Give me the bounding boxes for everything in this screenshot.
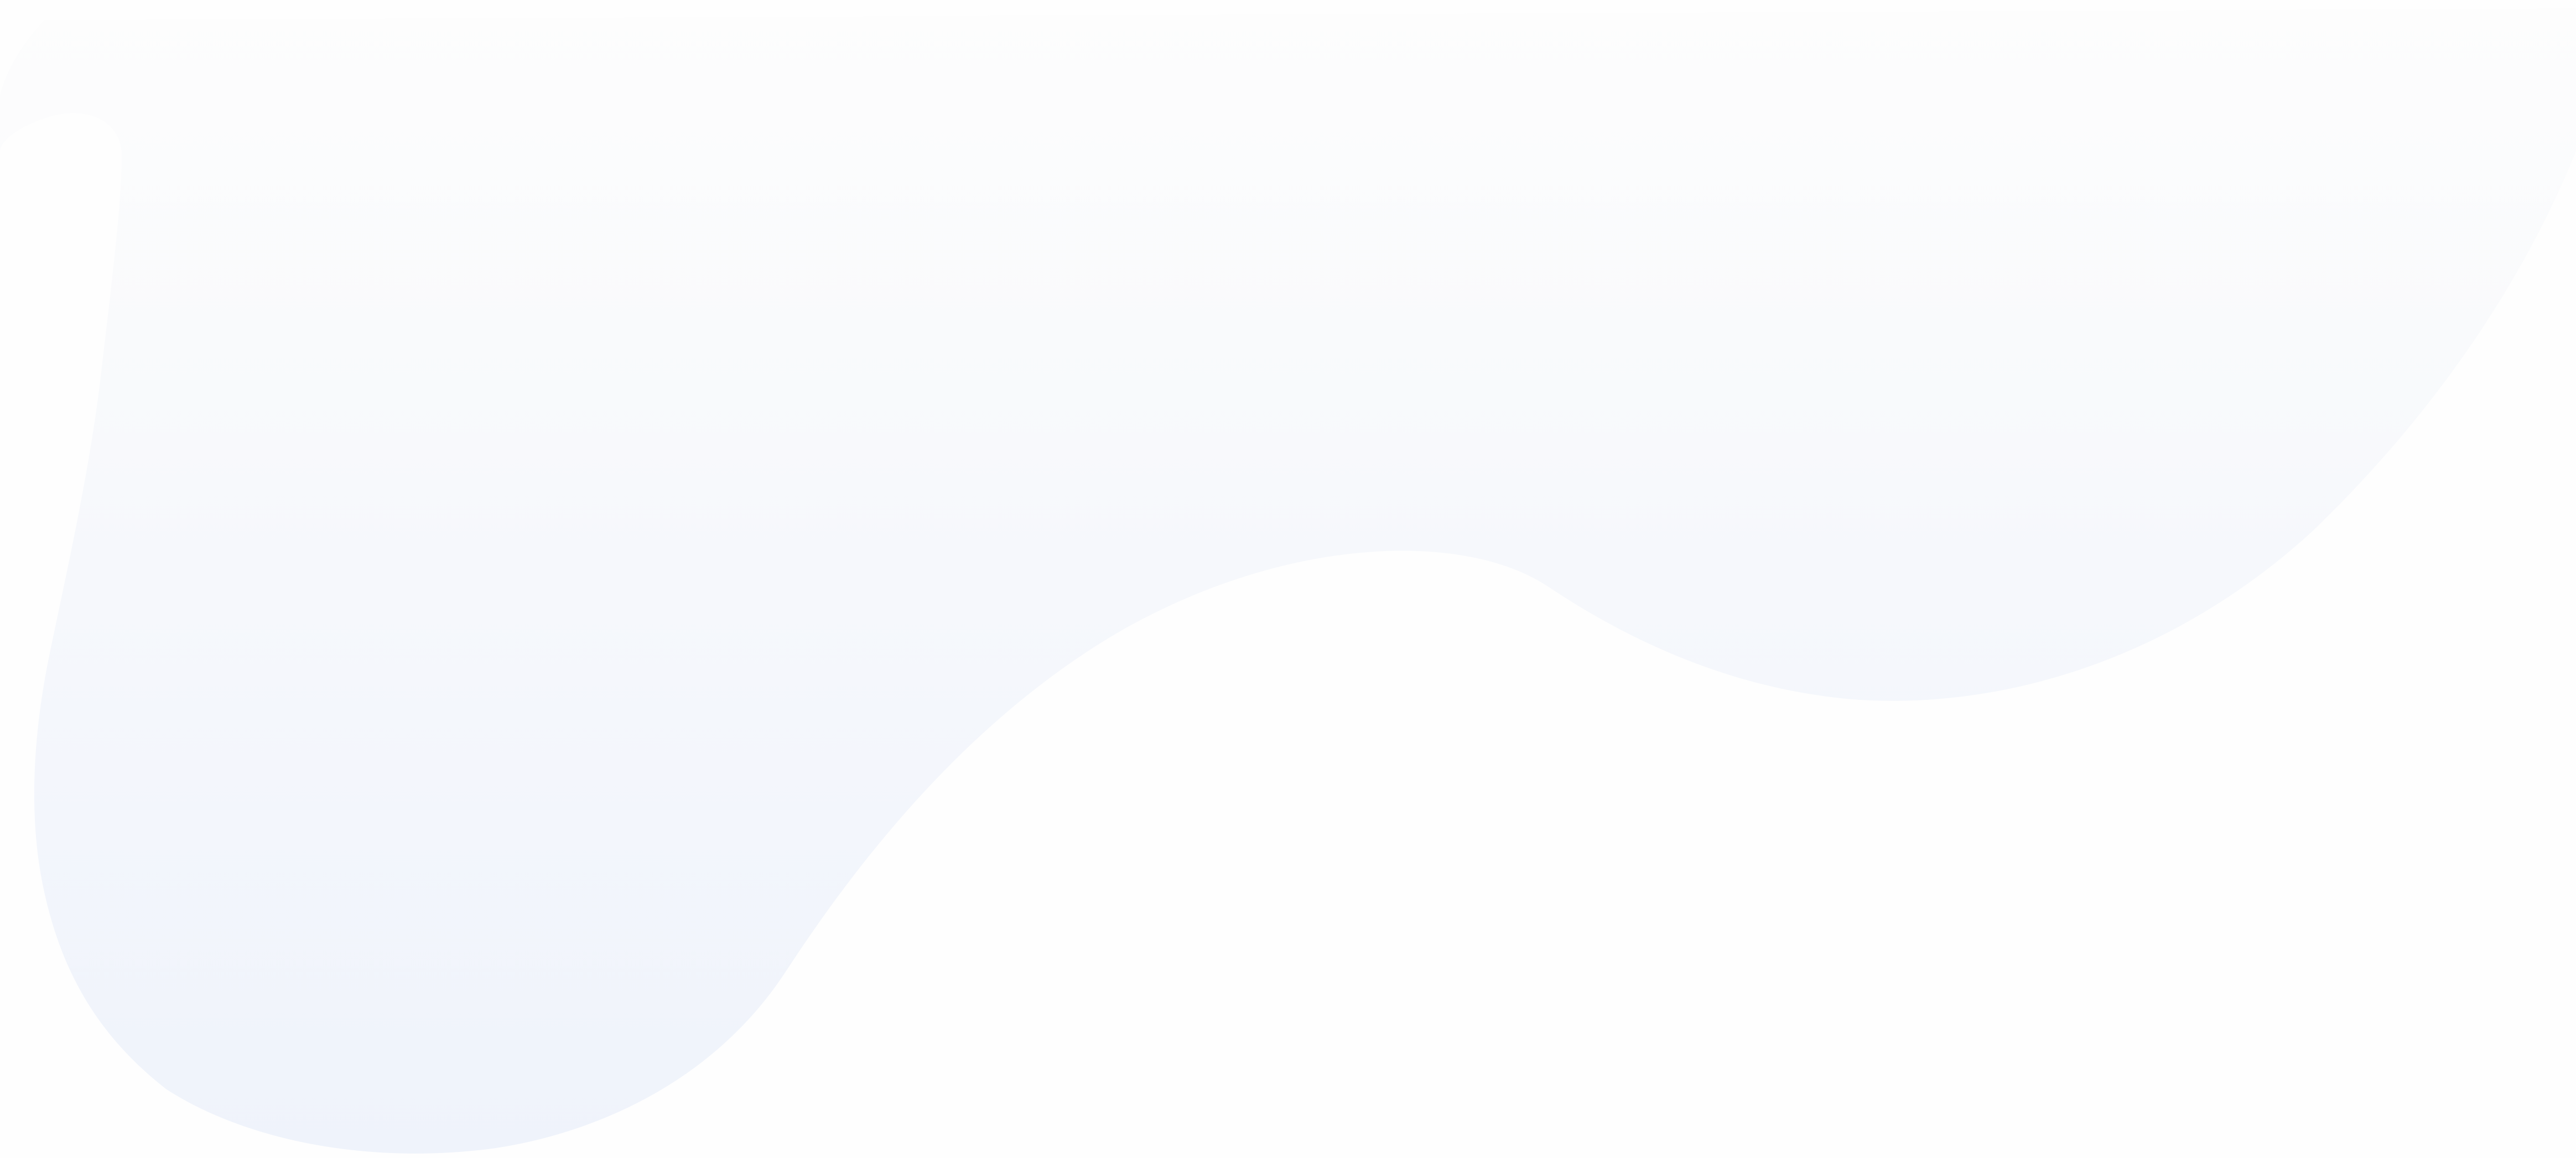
blob-path [0, 8, 2576, 1154]
